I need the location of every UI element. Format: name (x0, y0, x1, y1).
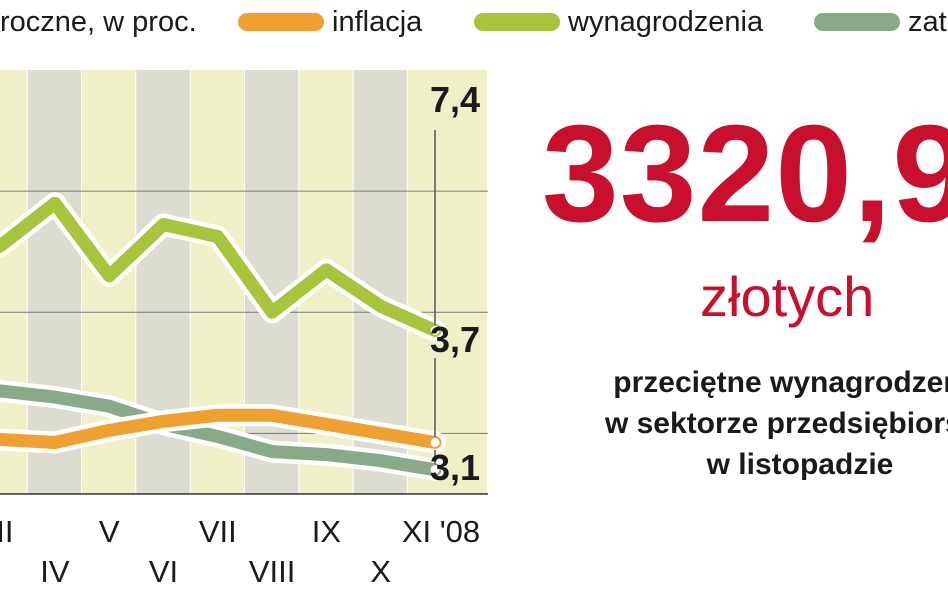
month-stripe (407, 70, 488, 494)
x-tick-label: XI '08 (402, 514, 480, 549)
description-line-2: w sektorze przedsiębiorstw (604, 407, 948, 440)
end-label: 3,1 (430, 447, 480, 488)
legend-swatch-zatrudnienie (814, 13, 900, 31)
chart-subtitle: roczne, w proc. (0, 6, 197, 38)
legend-swatch-inflacja (238, 13, 324, 31)
line-chart: 7,4 3,7 3,1 III IV V VI VII VIII IX X XI '08 (0, 70, 489, 589)
legend-swatch-wynagrodzenia (474, 13, 560, 31)
highlight-unit: złotych (700, 265, 875, 328)
series-line-inflacja (0, 408, 442, 449)
description-line-1: przeciętne wynagrodzenie (613, 366, 948, 399)
month-stripe (27, 70, 83, 494)
x-tick-label: VII (199, 514, 237, 549)
end-label: 3,7 (430, 319, 480, 360)
x-tick-label: VI (149, 554, 178, 589)
x-tick-label: X (370, 554, 391, 589)
legend-label-zatrudnienie: zat (908, 6, 947, 38)
highlight-value: 3320,9 (542, 97, 948, 251)
month-stripe (0, 70, 28, 494)
x-tick-label: V (99, 514, 120, 549)
endpoint-inflacja (429, 437, 441, 449)
legend: roczne, w proc. inflacja wynagrodzenia z… (0, 0, 948, 44)
end-label: 7,4 (430, 79, 480, 120)
x-tick-label: VIII (249, 554, 296, 589)
x-tick-label: III (0, 514, 14, 549)
legend-label-inflacja: inflacja (332, 6, 423, 38)
endpoint-zatrudnienie (429, 464, 441, 476)
legend-label-wynagrodzenia: wynagrodzenia (568, 6, 764, 38)
series-line-wynagrodzenia (0, 196, 442, 337)
description-line-3: w listopadzie (706, 448, 894, 481)
x-tick-label: IX (312, 514, 342, 549)
x-tick-label: IV (40, 554, 70, 589)
highlight-description: przeciętne wynagrodzenie w sektorze prze… (570, 362, 948, 485)
endpoint-wynagrodzenia (429, 324, 441, 336)
